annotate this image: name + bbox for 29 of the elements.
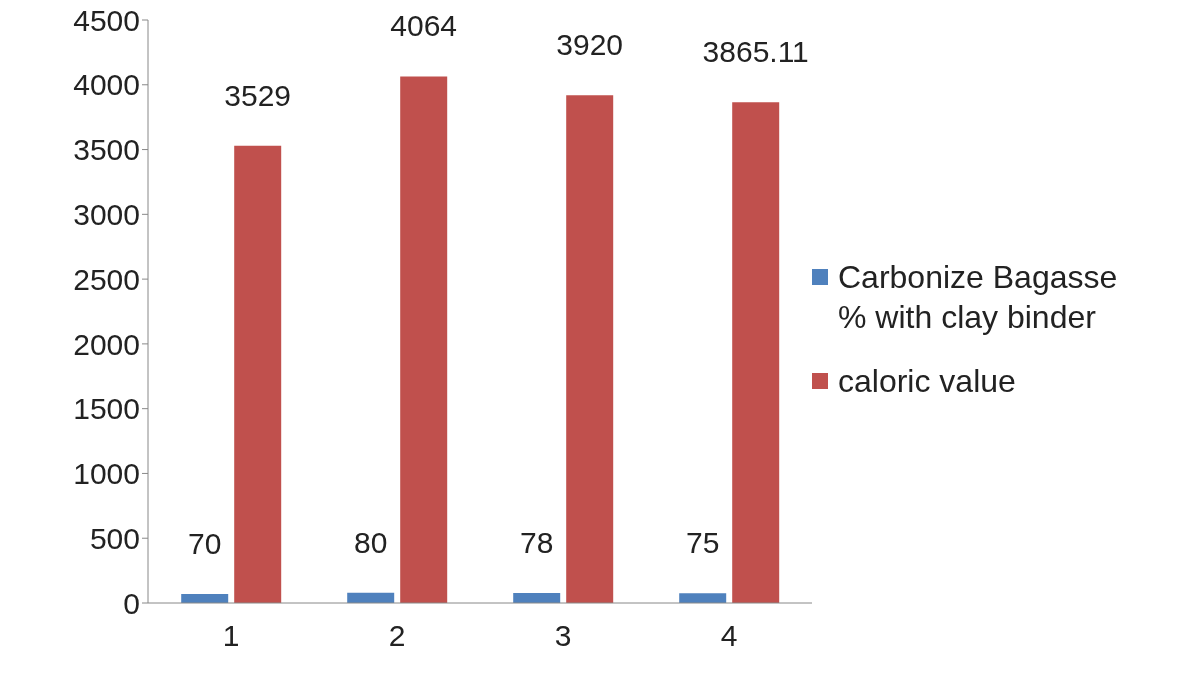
y-tick-label: 0	[123, 586, 140, 620]
bar	[679, 593, 727, 603]
x-tick-label: 3	[554, 619, 572, 653]
bar	[732, 102, 780, 603]
data-label: 75	[686, 526, 720, 560]
bar	[234, 145, 282, 603]
y-tick-label: 500	[89, 521, 140, 555]
x-tick-label: 4	[720, 619, 738, 653]
y-tick-label: 2500	[73, 262, 140, 296]
data-label: 3865.11	[702, 35, 809, 69]
y-tick-label: 4500	[73, 3, 140, 37]
bar	[566, 95, 614, 603]
y-tick-label: 3500	[73, 133, 140, 167]
data-label: 80	[354, 525, 388, 559]
bar	[400, 76, 448, 603]
y-tick-label: 1500	[73, 392, 140, 426]
x-tick-label: 1	[222, 619, 240, 653]
x-tick-label: 2	[388, 619, 406, 653]
data-label: 3529	[224, 78, 292, 112]
y-tick-label: 4000	[73, 68, 140, 102]
y-tick-label: 1000	[73, 457, 140, 491]
y-tick-label: 3000	[73, 197, 140, 231]
data-label: 3920	[556, 28, 624, 62]
data-label: 78	[520, 525, 554, 559]
data-label: 70	[188, 526, 222, 560]
y-tick-label: 2000	[73, 327, 140, 361]
legend-label: caloric value	[838, 361, 1016, 401]
legend-label: Carbonize Bagasse % with clay binder	[838, 257, 1119, 337]
data-label: 4064	[390, 9, 458, 43]
